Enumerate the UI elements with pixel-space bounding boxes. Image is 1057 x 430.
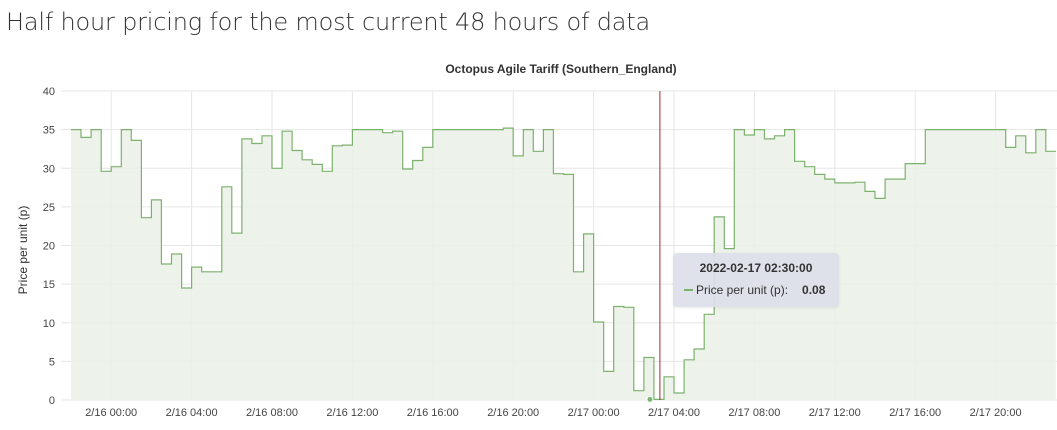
y-tick-label: 25 xyxy=(43,202,55,214)
hover-marker xyxy=(646,395,654,403)
x-tick-label: 2/16 04:00 xyxy=(166,407,218,419)
y-tick-label: 35 xyxy=(43,125,55,137)
tooltip-time: 2022-02-17 02:30:00 xyxy=(699,261,813,275)
price-chart[interactable]: Octopus Agile Tariff (Southern_England) … xyxy=(0,52,1057,425)
x-tick-label: 2/16 08:00 xyxy=(246,407,298,419)
y-axis-label: Price per unit (p) xyxy=(16,206,30,295)
x-tick-label: 2/17 16:00 xyxy=(889,407,941,419)
chart-title: Octopus Agile Tariff (Southern_England) xyxy=(445,62,676,76)
x-tick-label: 2/16 12:00 xyxy=(326,407,378,419)
x-axis-ticks: 2/16 00:00 2/16 04:00 2/16 08:00 2/16 12:00… xyxy=(85,407,1021,419)
y-tick-label: 0 xyxy=(49,395,55,407)
x-tick-label: 2/17 00:00 xyxy=(568,407,620,419)
x-tick-label: 2/17 20:00 xyxy=(970,407,1022,419)
tooltip: 2022-02-17 02:30:00 Price per unit (p): 0… xyxy=(673,253,839,307)
tooltip-row: Price per unit (p): 0.08 xyxy=(684,283,825,297)
series-layer xyxy=(71,127,1056,400)
tooltip-series-name: Price per unit (p): xyxy=(696,283,789,297)
x-tick-label: 2/16 00:00 xyxy=(85,407,137,419)
chart-panel[interactable]: Octopus Agile Tariff (Southern_England) … xyxy=(0,52,1057,425)
series-line xyxy=(71,127,1056,400)
series-area xyxy=(71,128,1056,400)
y-tick-label: 15 xyxy=(43,279,55,291)
x-tick-label: 2/16 20:00 xyxy=(487,407,539,419)
x-tick-label: 2/17 04:00 xyxy=(648,407,700,419)
y-axis-ticks: 0 5 10 15 20 25 30 35 40 xyxy=(43,86,55,407)
x-tick-label: 2/16 16:00 xyxy=(407,407,459,419)
y-tick-label: 5 xyxy=(49,356,55,368)
x-tick-label: 2/17 08:00 xyxy=(728,407,780,419)
tooltip-value: 0.08 xyxy=(802,283,826,297)
page-heading: Half hour pricing for the most current 4… xyxy=(6,8,650,36)
y-tick-label: 40 xyxy=(43,86,55,98)
y-tick-label: 10 xyxy=(43,318,55,330)
y-tick-label: 20 xyxy=(43,241,55,253)
y-tick-label: 30 xyxy=(43,163,55,175)
x-tick-label: 2/17 12:00 xyxy=(809,407,861,419)
tooltip-series-swatch xyxy=(684,288,693,291)
